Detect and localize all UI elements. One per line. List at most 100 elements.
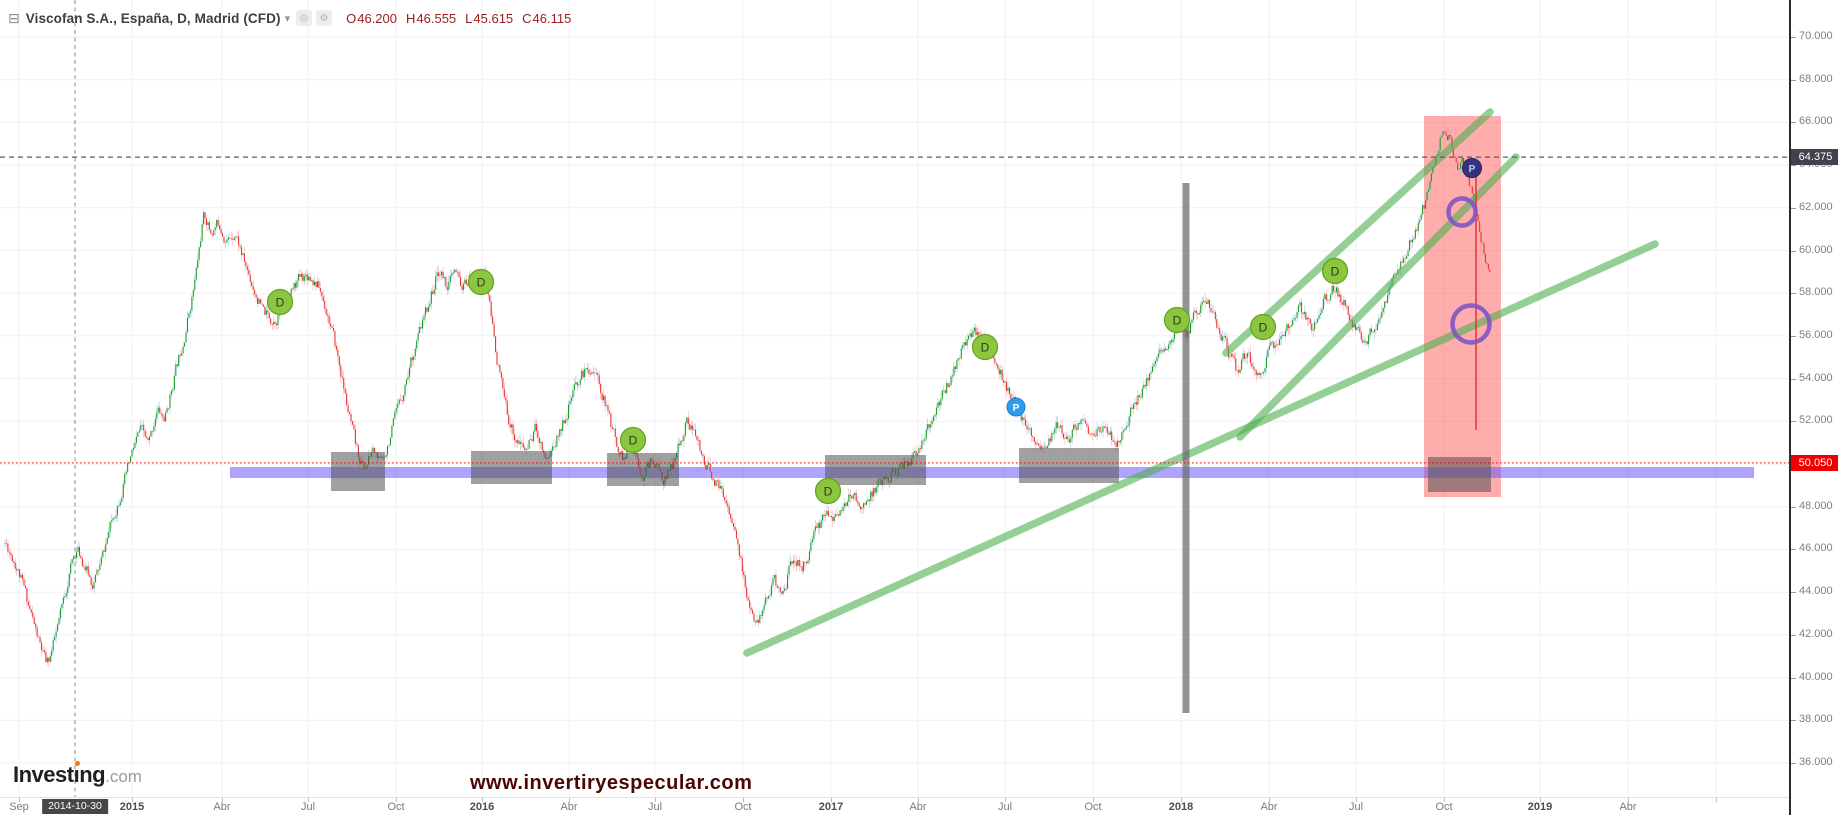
- price-axis-tick: [1791, 634, 1796, 636]
- time-axis-label: 2018: [1168, 801, 1194, 813]
- price-axis-label: 48.000: [1799, 499, 1833, 512]
- d-marker[interactable]: [619, 426, 647, 454]
- price-axis-tick: [1791, 335, 1796, 337]
- investing-logo: Investı ng.com: [13, 761, 142, 788]
- time-axis-label: Abr: [909, 801, 927, 813]
- chart-header: ⊟ Viscofan S.A., España, D, Madrid (CFD)…: [8, 8, 580, 28]
- price-axis-label: 56.000: [1799, 328, 1833, 341]
- time-axis-label: Abr: [213, 801, 231, 813]
- wedge-upper-line[interactable]: [1222, 108, 1494, 357]
- d-marker[interactable]: [814, 477, 842, 505]
- support-price-badge: 50.050: [1791, 454, 1838, 471]
- price-axis-label: 68.000: [1799, 72, 1833, 85]
- time-axis-label: 2015: [119, 801, 145, 813]
- price-axis-label: 58.000: [1799, 286, 1833, 299]
- price-axis-tick: [1791, 762, 1796, 764]
- d-marker[interactable]: [971, 333, 999, 361]
- gray-box[interactable]: [825, 455, 926, 485]
- time-axis-label: Abr: [1619, 801, 1637, 813]
- price-axis-tick: [1791, 79, 1796, 81]
- time-axis-tick: [132, 798, 133, 802]
- price-axis-label: 54.000: [1799, 371, 1833, 384]
- time-axis-label: Jul: [300, 801, 316, 813]
- long-uptrend-line[interactable]: [743, 240, 1659, 657]
- gray-box[interactable]: [1428, 457, 1491, 492]
- chevron-down-icon[interactable]: ▾: [284, 12, 291, 25]
- d-marker-label: D: [981, 340, 990, 354]
- circle-icon[interactable]: ◎: [296, 10, 313, 26]
- d-marker-label: D: [477, 275, 486, 289]
- gear-icon[interactable]: ⚙: [316, 10, 333, 26]
- gray-box[interactable]: [1019, 448, 1119, 483]
- purple-ring[interactable]: [1450, 303, 1492, 345]
- time-axis-label: Oct: [734, 801, 752, 813]
- time-axis-tick: [19, 798, 20, 802]
- gray-boxes-layer[interactable]: [331, 448, 1491, 492]
- price-axis-label: 40.000: [1799, 670, 1833, 683]
- crosshair-price-badge: 64.375: [1791, 149, 1838, 166]
- gray-box[interactable]: [331, 452, 385, 491]
- d-marker-label: D: [824, 484, 833, 498]
- crosshair-date-badge: 2014-10-30: [42, 799, 108, 814]
- time-axis-tick: [1628, 798, 1629, 802]
- time-axis-label: Oct: [387, 801, 405, 813]
- price-axis-label: 36.000: [1799, 755, 1833, 768]
- time-axis-label: Abr: [1260, 801, 1278, 813]
- price-axis-label: 60.000: [1799, 243, 1833, 256]
- d-marker-label: D: [629, 433, 638, 447]
- price-axis-label: 46.000: [1799, 542, 1833, 555]
- time-axis-tick: [1269, 798, 1270, 802]
- price-axis-tick: [1791, 165, 1796, 167]
- time-axis[interactable]: Sep 2015 Abr Jul Oct 2016 Abr Jul Oct 2017 Abr Jul O…: [0, 797, 1789, 815]
- price-axis-label: 66.000: [1799, 115, 1833, 128]
- price-axis-tick: [1791, 677, 1796, 679]
- symbol-title[interactable]: Viscofan S.A., España, D, Madrid (CFD): [25, 10, 281, 26]
- investing-logo-suffix: .com: [105, 767, 142, 786]
- time-axis-label: Sep: [9, 801, 29, 813]
- site-watermark: www.invertiryespecular.com: [470, 772, 753, 794]
- time-axis-tick: [569, 798, 570, 802]
- open-value: O46.200: [346, 10, 397, 26]
- time-axis-label: Jul: [997, 801, 1013, 813]
- time-axis-tick: [222, 798, 223, 802]
- p-marker[interactable]: [1462, 158, 1482, 178]
- time-axis-label: Jul: [647, 801, 663, 813]
- price-axis-label: 62.000: [1799, 200, 1833, 213]
- p-marker[interactable]: [1006, 397, 1026, 417]
- d-marker[interactable]: [1163, 306, 1191, 334]
- price-chart[interactable]: D D D D D D D D P P: [0, 0, 1789, 797]
- collapse-icon[interactable]: ⊟: [8, 9, 20, 26]
- price-axis[interactable]: 70.00068.00066.00064.00062.00060.00058.0…: [1789, 0, 1838, 815]
- support-band[interactable]: [230, 467, 1754, 478]
- time-axis-tick: [1005, 798, 1006, 802]
- time-axis-tick: [918, 798, 919, 802]
- time-axis-tick: [655, 798, 656, 802]
- gray-box[interactable]: [607, 453, 679, 486]
- price-axis-tick: [1791, 421, 1796, 423]
- price-axis-tick: [1791, 549, 1796, 551]
- p-marker-label: P: [1469, 164, 1476, 175]
- d-marker-label: D: [1173, 313, 1182, 327]
- time-axis-label: 2019: [1527, 801, 1553, 813]
- trendlines-layer[interactable]: [743, 108, 1659, 657]
- grid-lines: [0, 0, 1789, 797]
- d-marker[interactable]: [1321, 257, 1349, 285]
- gray-box[interactable]: [471, 451, 552, 484]
- d-marker[interactable]: [1249, 313, 1277, 341]
- markers-layer[interactable]: D D D D D D D D P P: [266, 158, 1492, 505]
- d-marker[interactable]: [467, 268, 495, 296]
- time-axis-label: Abr: [560, 801, 578, 813]
- logo-orange-dot: [74, 761, 80, 766]
- purple-ring[interactable]: [1446, 196, 1478, 228]
- d-marker-label: D: [1259, 320, 1268, 334]
- d-marker[interactable]: [266, 288, 294, 316]
- high-value: H46.555: [406, 10, 457, 26]
- price-axis-tick: [1791, 293, 1796, 295]
- low-value: L45.615: [465, 10, 514, 26]
- price-axis-label: 42.000: [1799, 627, 1833, 640]
- crosshair-layer: [0, 0, 1789, 797]
- price-axis-tick: [1791, 250, 1796, 252]
- price-axis-label: 52.000: [1799, 414, 1833, 427]
- price-axis-tick: [1791, 378, 1796, 380]
